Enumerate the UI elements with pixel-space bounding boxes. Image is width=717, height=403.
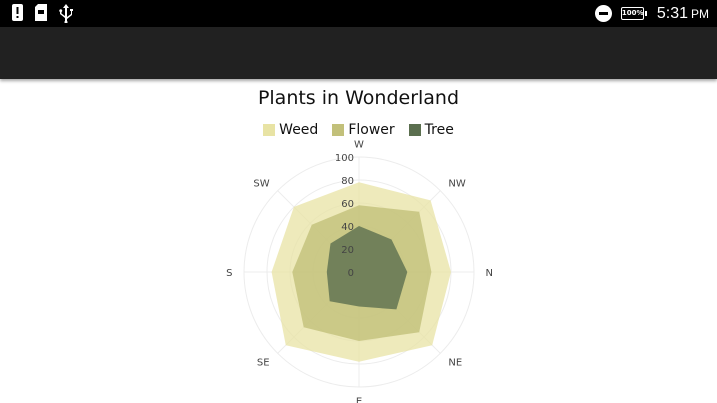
radial-tick-label: 60: [341, 199, 354, 210]
legend-swatch: [263, 124, 276, 136]
alert-notification-icon: [12, 4, 23, 25]
radial-tick-label: 100: [335, 153, 354, 164]
sd-card-icon: [35, 4, 47, 25]
legend-label: Flower: [348, 122, 395, 138]
do-not-disturb-icon: [594, 5, 612, 22]
legend: Weed Flower Tree: [0, 122, 717, 138]
app-bar: [0, 27, 717, 79]
legend-item: Tree: [408, 122, 454, 138]
radar-chart: 0 20 40 60 80 100 N NE E SE S SW W NW: [226, 140, 493, 403]
usb-icon: [59, 4, 73, 27]
category-label-e: E: [356, 397, 362, 403]
chart-title: Plants in Wonderland: [257, 87, 460, 109]
clock: 5:31 PM: [657, 5, 709, 23]
status-bar: 100% 5:31 PM: [0, 0, 717, 27]
category-label-w: W: [354, 140, 364, 151]
category-label-ne: NE: [448, 357, 462, 368]
category-label-n: N: [486, 268, 493, 279]
clock-ampm: PM: [691, 6, 709, 21]
legend-label: Weed: [279, 122, 319, 138]
clock-time: 5:31: [656, 4, 688, 22]
legend-item: Weed: [263, 122, 318, 138]
legend-swatch: [408, 124, 421, 136]
radial-tick-label: 20: [341, 245, 354, 256]
radial-tick-label: 0: [348, 268, 354, 279]
radial-tick-label: 40: [341, 222, 354, 233]
legend-swatch: [332, 124, 345, 136]
radial-tick-label: 80: [341, 176, 354, 187]
category-label-sw: SW: [253, 179, 269, 190]
category-label-s: S: [226, 268, 232, 279]
battery-icon: 100%: [620, 7, 647, 20]
category-label-nw: NW: [448, 179, 465, 190]
status-right-group: 100% 5:31 PM: [594, 0, 709, 27]
chart-area: Plants in Wonderland Weed Flower Tree 0 20 4…: [0, 80, 717, 403]
legend-item: Flower: [332, 122, 395, 138]
legend-label: Tree: [424, 122, 454, 138]
series-area-tree: [326, 226, 408, 310]
category-label-se: SE: [257, 357, 270, 368]
